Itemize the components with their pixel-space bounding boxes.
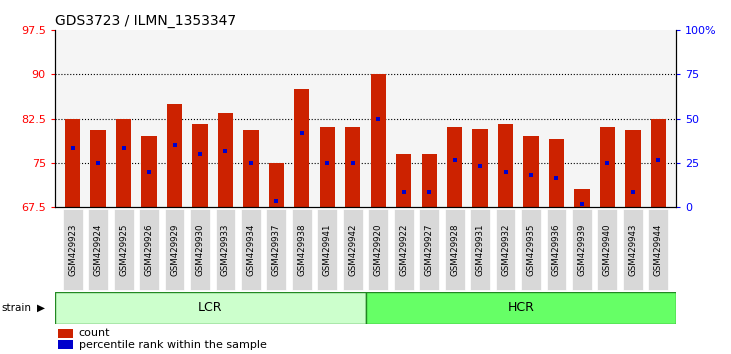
FancyBboxPatch shape xyxy=(366,292,676,324)
FancyBboxPatch shape xyxy=(572,209,592,290)
Bar xyxy=(319,127,335,207)
Bar xyxy=(116,119,132,207)
Bar xyxy=(549,139,564,207)
Bar xyxy=(243,130,259,207)
FancyBboxPatch shape xyxy=(55,292,366,324)
Bar xyxy=(498,125,513,207)
FancyBboxPatch shape xyxy=(113,209,134,290)
Bar xyxy=(65,119,80,207)
Text: GSM429929: GSM429929 xyxy=(170,223,179,276)
Bar xyxy=(523,136,539,207)
FancyBboxPatch shape xyxy=(470,209,490,290)
Bar xyxy=(141,136,156,207)
Text: GSM429935: GSM429935 xyxy=(526,223,536,276)
Bar xyxy=(192,125,208,207)
Bar xyxy=(447,127,462,207)
FancyBboxPatch shape xyxy=(444,209,465,290)
FancyBboxPatch shape xyxy=(139,209,159,290)
Text: GSM429920: GSM429920 xyxy=(374,223,383,276)
FancyBboxPatch shape xyxy=(317,209,337,290)
Text: GSM429932: GSM429932 xyxy=(501,223,510,276)
Bar xyxy=(651,119,666,207)
Bar xyxy=(218,113,233,207)
FancyBboxPatch shape xyxy=(343,209,363,290)
FancyBboxPatch shape xyxy=(623,209,643,290)
Text: GSM429944: GSM429944 xyxy=(654,223,663,276)
Text: percentile rank within the sample: percentile rank within the sample xyxy=(79,340,267,350)
Text: GSM429942: GSM429942 xyxy=(348,223,357,276)
FancyBboxPatch shape xyxy=(547,209,567,290)
Text: GSM429936: GSM429936 xyxy=(552,223,561,276)
Text: GSM429927: GSM429927 xyxy=(425,223,433,276)
Bar xyxy=(396,154,412,207)
Text: GSM429925: GSM429925 xyxy=(119,223,128,276)
FancyBboxPatch shape xyxy=(496,209,515,290)
Text: GSM429928: GSM429928 xyxy=(450,223,459,276)
Text: ▶: ▶ xyxy=(37,303,45,313)
Bar xyxy=(599,127,615,207)
FancyBboxPatch shape xyxy=(648,209,668,290)
Bar xyxy=(167,104,182,207)
Bar xyxy=(345,127,360,207)
Bar xyxy=(58,340,73,349)
Bar xyxy=(269,163,284,207)
FancyBboxPatch shape xyxy=(164,209,184,290)
FancyBboxPatch shape xyxy=(88,209,108,290)
Text: LCR: LCR xyxy=(198,302,222,314)
Text: GSM429930: GSM429930 xyxy=(195,223,205,276)
FancyBboxPatch shape xyxy=(190,209,210,290)
Text: GSM429939: GSM429939 xyxy=(577,223,586,276)
Text: GSM429922: GSM429922 xyxy=(399,223,408,276)
FancyBboxPatch shape xyxy=(63,209,83,290)
Text: GDS3723 / ILMN_1353347: GDS3723 / ILMN_1353347 xyxy=(55,14,236,28)
FancyBboxPatch shape xyxy=(241,209,261,290)
Bar xyxy=(91,130,106,207)
Bar xyxy=(294,89,309,207)
Text: count: count xyxy=(79,328,110,338)
FancyBboxPatch shape xyxy=(521,209,541,290)
Text: GSM429933: GSM429933 xyxy=(221,223,230,276)
Text: GSM429931: GSM429931 xyxy=(476,223,485,276)
FancyBboxPatch shape xyxy=(597,209,618,290)
FancyBboxPatch shape xyxy=(216,209,235,290)
FancyBboxPatch shape xyxy=(292,209,311,290)
Text: GSM429940: GSM429940 xyxy=(603,223,612,276)
FancyBboxPatch shape xyxy=(266,209,287,290)
Text: GSM429937: GSM429937 xyxy=(272,223,281,276)
Text: GSM429924: GSM429924 xyxy=(94,223,102,276)
Bar xyxy=(58,329,73,338)
FancyBboxPatch shape xyxy=(420,209,439,290)
Bar xyxy=(575,189,590,207)
Bar xyxy=(625,130,640,207)
Text: GSM429938: GSM429938 xyxy=(298,223,306,276)
Text: GSM429941: GSM429941 xyxy=(323,223,332,276)
Bar xyxy=(472,129,488,207)
FancyBboxPatch shape xyxy=(394,209,414,290)
Text: GSM429926: GSM429926 xyxy=(145,223,154,276)
Text: GSM429934: GSM429934 xyxy=(246,223,255,276)
Text: HCR: HCR xyxy=(507,302,534,314)
Text: strain: strain xyxy=(1,303,31,313)
Text: GSM429923: GSM429923 xyxy=(68,223,77,276)
FancyBboxPatch shape xyxy=(368,209,388,290)
Text: GSM429943: GSM429943 xyxy=(629,223,637,276)
Bar xyxy=(422,154,437,207)
Bar xyxy=(371,74,386,207)
